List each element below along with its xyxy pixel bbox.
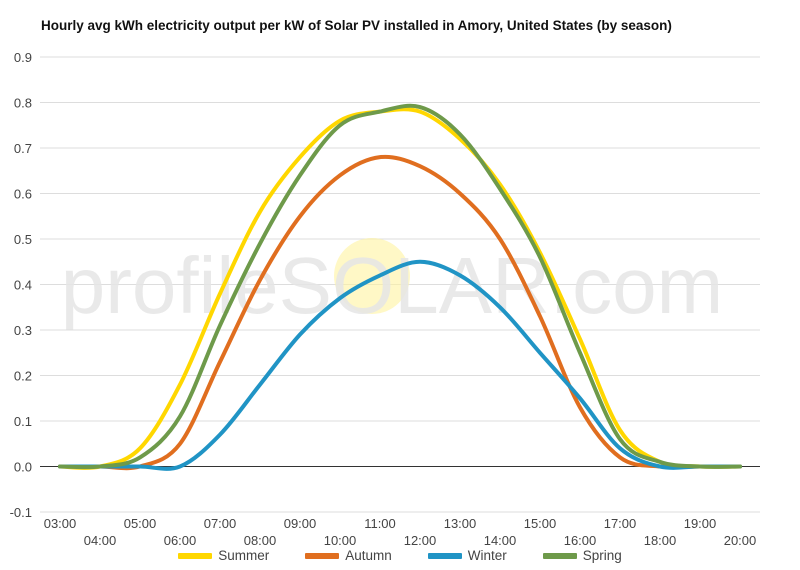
- watermark: profileSOLAR.com: [61, 238, 723, 330]
- y-tick-label: 0.2: [14, 369, 32, 384]
- series-line-winter: [58, 259, 742, 471]
- series-line-autumn: [58, 154, 742, 471]
- legend-item-summer[interactable]: Summer: [178, 548, 269, 563]
- x-tick-label: 20:00: [724, 533, 757, 548]
- x-tick-label: 04:00: [84, 533, 117, 548]
- y-tick-label: 0.6: [14, 187, 32, 202]
- legend-label-summer: Summer: [218, 548, 270, 563]
- x-tick-label: 08:00: [244, 533, 277, 548]
- x-tick-label: 13:00: [444, 516, 477, 531]
- y-tick-label: 0.5: [14, 232, 32, 247]
- series-line-spring: [58, 103, 742, 470]
- x-tick-label: 07:00: [204, 516, 237, 531]
- legend-swatch-winter: [427, 552, 462, 559]
- y-tick-label: 0.1: [14, 414, 32, 429]
- x-tick-label: 11:00: [364, 516, 396, 531]
- x-tick-label: 05:00: [124, 516, 157, 531]
- y-tick-label: 0.8: [14, 96, 32, 111]
- legend-swatch-autumn: [305, 552, 340, 559]
- x-tick-label: 14:00: [484, 533, 517, 548]
- y-tick-label: 0.0: [14, 460, 32, 475]
- legend-label-autumn: Autumn: [345, 548, 392, 563]
- legend-label-winter: Winter: [467, 548, 507, 563]
- x-tick-label: 12:00: [404, 533, 437, 548]
- legend: Summer Autumn Winter Spring: [0, 548, 800, 563]
- x-tick-label: 10:00: [324, 533, 357, 548]
- legend-item-autumn[interactable]: Autumn: [305, 548, 392, 563]
- x-tick-label: 16:00: [564, 533, 597, 548]
- watermark-sun: [334, 238, 410, 314]
- x-tick-label: 19:00: [684, 516, 717, 531]
- chart-title: Hourly avg kWh electricity output per kW…: [41, 18, 672, 33]
- x-tick-label: 03:00: [44, 516, 77, 531]
- x-tick-label: 09:00: [284, 516, 317, 531]
- legend-item-spring[interactable]: Spring: [542, 548, 622, 563]
- x-axis-ticks: 03:00 04:00 05:00 06:00 07:00 08:00 09:00 10:00…: [44, 516, 757, 548]
- y-tick-label: 0.7: [14, 141, 32, 156]
- legend-swatch-spring: [542, 552, 577, 559]
- y-tick-label: 0.3: [14, 323, 32, 338]
- legend-swatch-summer: [178, 552, 213, 559]
- legend-label-spring: Spring: [582, 548, 622, 563]
- grid-lines: [40, 56, 760, 513]
- x-tick-label: 06:00: [164, 533, 197, 548]
- watermark-text: profileSOLAR.com: [61, 241, 723, 330]
- y-tick-label: 0.4: [14, 278, 32, 293]
- series-line-summer: [58, 107, 742, 470]
- y-tick-label: 0.9: [14, 50, 32, 65]
- x-tick-label: 18:00: [644, 533, 677, 548]
- series-lines: [58, 103, 742, 471]
- y-axis-ticks: -0.1 0.0 0.1 0.2 0.3 0.4 0.5 0.6 0.7 0.8 0.9: [10, 50, 32, 520]
- legend-item-winter[interactable]: Winter: [427, 548, 507, 563]
- y-tick-label: -0.1: [10, 505, 32, 520]
- x-tick-label: 17:00: [604, 516, 637, 531]
- x-tick-label: 15:00: [524, 516, 557, 531]
